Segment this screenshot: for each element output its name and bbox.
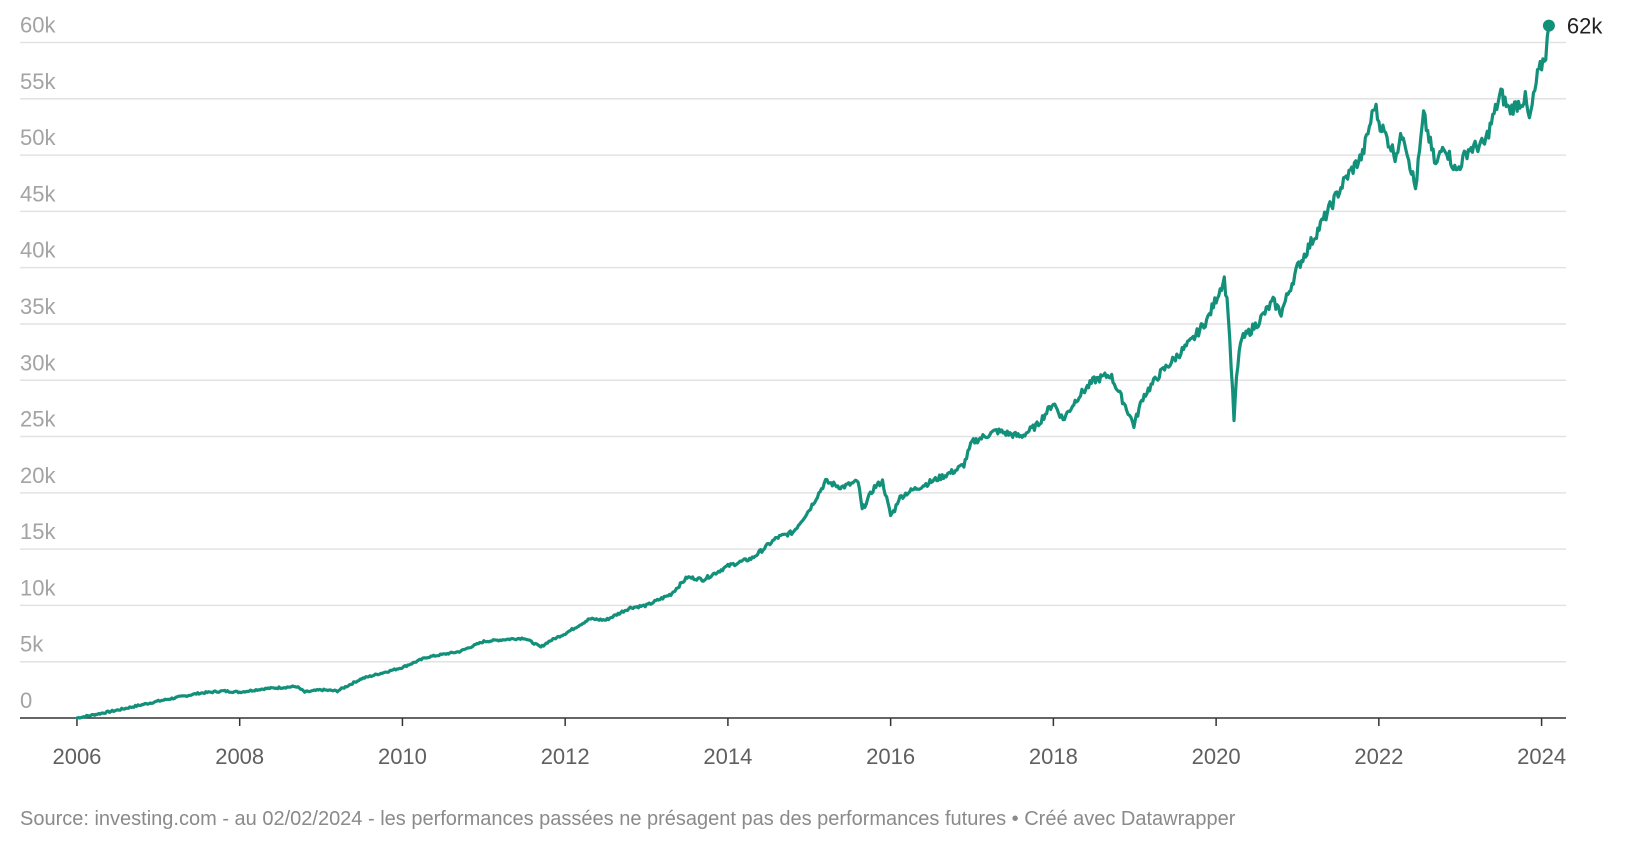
series-group: [75, 24, 1551, 720]
end-marker-group: 62k: [1542, 14, 1603, 39]
y-tick-label: 20k: [20, 463, 56, 488]
y-tick-label: 60k: [20, 13, 56, 38]
y-tick-label: 50k: [20, 125, 56, 150]
x-tick-label: 2020: [1192, 744, 1241, 769]
y-tick-label: 10k: [20, 575, 56, 600]
x-tick-label: 2022: [1354, 744, 1403, 769]
x-tick-label: 2016: [866, 744, 915, 769]
x-tick-label: 2014: [703, 744, 752, 769]
y-tick-label: 35k: [20, 294, 56, 319]
source-note: Source: investing.com - au 02/02/2024 - …: [20, 808, 1236, 830]
x-tick-label: 2012: [541, 744, 590, 769]
y-tick-label: 40k: [20, 238, 56, 263]
y-tick-label: 30k: [20, 350, 56, 375]
y-tick-label: 45k: [20, 181, 56, 206]
x-tick-label: 2010: [378, 744, 427, 769]
y-tick-label: 15k: [20, 519, 56, 544]
x-axis: 2006 2008 2010 2012 2014 2016 2018 2020 2022 2024: [20, 717, 1566, 769]
y-tick-label: 55k: [20, 69, 56, 94]
y-tick-label: 5k: [20, 632, 44, 657]
series-line: [75, 24, 1551, 720]
y-tick-label: 0: [20, 688, 32, 713]
x-tick-label: 2018: [1029, 744, 1078, 769]
y-axis-ticks: 0 5k 10k 15k 20k 25k 30k 35k 40k 45k 50k 55k 60k: [20, 13, 56, 713]
x-tick-label: 2008: [215, 744, 264, 769]
gridlines: [20, 41, 1566, 663]
end-value-label: 62k: [1567, 14, 1603, 39]
end-point-marker: [1542, 19, 1555, 32]
y-tick-label: 25k: [20, 407, 56, 432]
x-tick-label: 2006: [52, 744, 101, 769]
line-chart: 0 5k 10k 15k 20k 25k 30k 35k 40k 45k 50k 55k 60k 200…: [20, 13, 1603, 769]
x-tick-label: 2024: [1517, 744, 1566, 769]
